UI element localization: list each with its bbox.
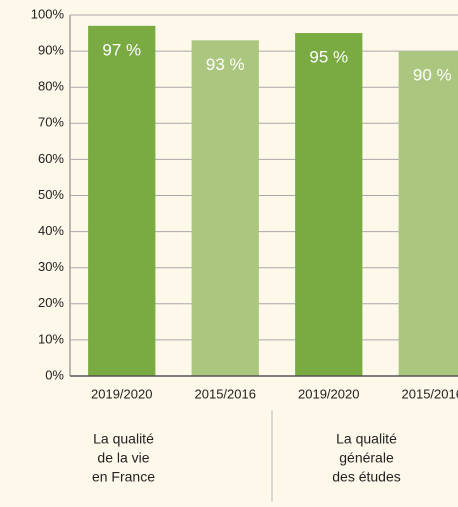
data-label: 93 % xyxy=(206,55,245,74)
y-tick-label: 50% xyxy=(38,187,64,202)
group-label: La qualité xyxy=(93,431,154,447)
bar xyxy=(295,33,363,377)
y-tick-label: 0% xyxy=(45,367,64,382)
y-tick-label: 70% xyxy=(38,115,64,130)
data-label: 95 % xyxy=(309,48,348,67)
y-tick-label: 40% xyxy=(38,223,64,238)
x-tick-label: 2015/2016 xyxy=(402,386,458,401)
data-label: 90 % xyxy=(413,66,452,85)
group-label: de la vie xyxy=(97,450,149,466)
x-tick-label: 2019/2020 xyxy=(298,386,359,401)
y-tick-label: 60% xyxy=(38,151,64,166)
x-tick-label: 2019/2020 xyxy=(91,386,152,401)
group-label: générale xyxy=(339,450,394,466)
y-tick-label: 100% xyxy=(31,6,65,21)
y-tick-label: 20% xyxy=(38,295,64,310)
group-label: des études xyxy=(332,469,401,485)
y-tick-label: 80% xyxy=(38,79,64,94)
x-tick-label: 2015/2016 xyxy=(195,386,256,401)
y-tick-label: 30% xyxy=(38,259,64,274)
group-label: La qualité xyxy=(336,431,397,447)
data-label: 97 % xyxy=(102,40,141,59)
group-label: en France xyxy=(92,469,155,485)
bar xyxy=(88,25,156,377)
y-tick-label: 90% xyxy=(38,43,64,58)
y-tick-label: 10% xyxy=(38,331,64,346)
bar xyxy=(191,40,259,377)
bar xyxy=(398,51,458,376)
